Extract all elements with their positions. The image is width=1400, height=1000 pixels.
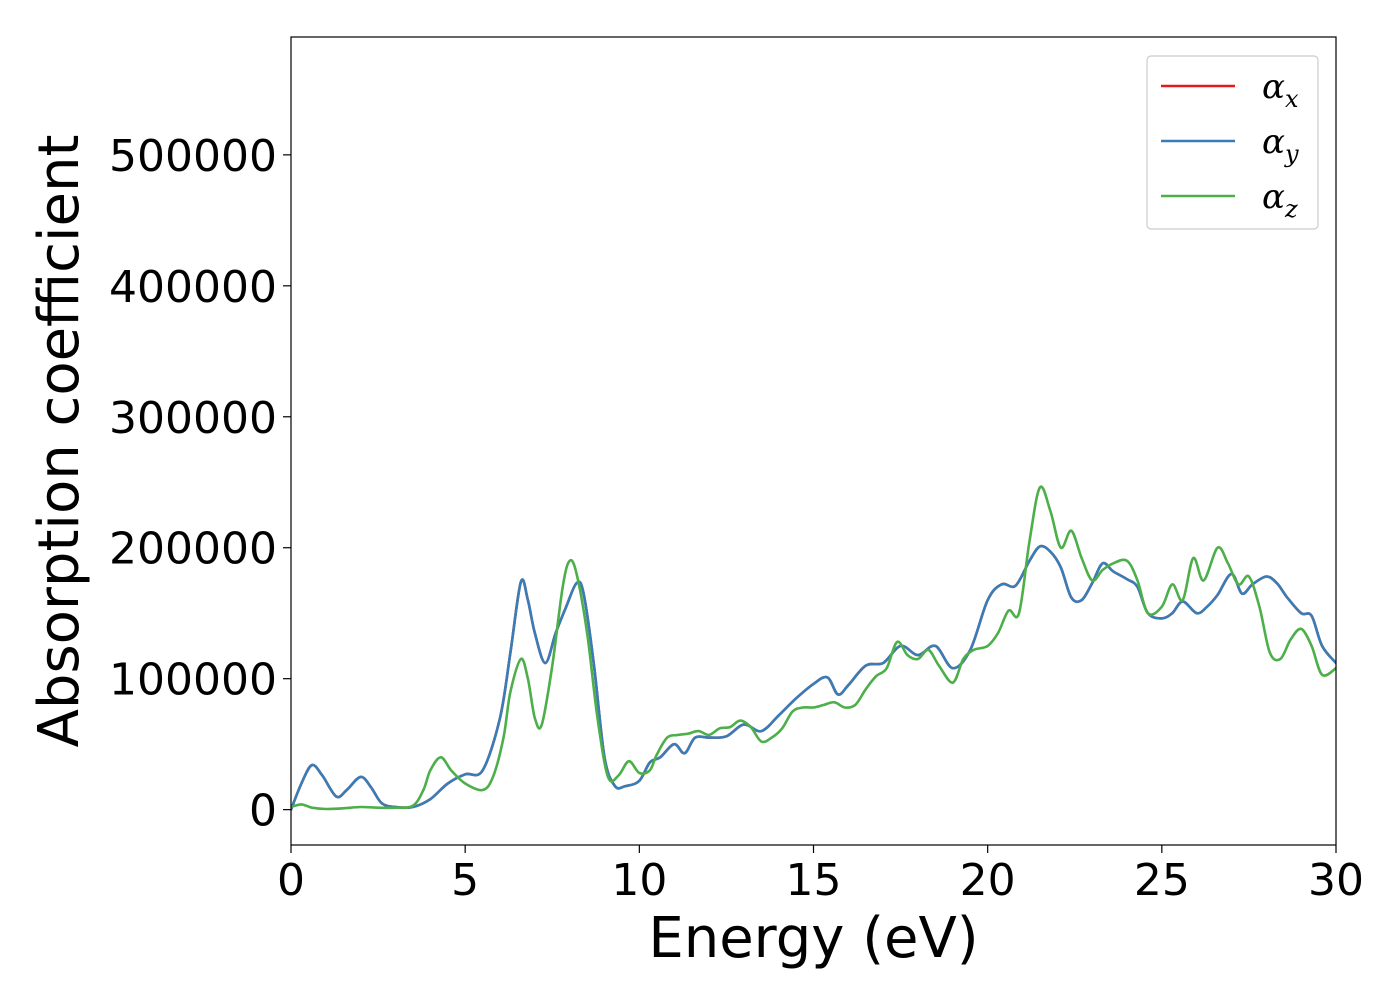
legend: αx αy αz	[1146, 55, 1319, 230]
legend-label-x: αx	[1262, 67, 1299, 113]
series-layer	[291, 485, 1336, 811]
x-tick-label: 20	[960, 855, 1016, 906]
x-tick-label: 5	[451, 855, 479, 906]
y-axis-label: Absorption coefficient	[27, 135, 92, 748]
legend-label-z: αz	[1262, 177, 1298, 223]
x-tick-label: 25	[1134, 855, 1190, 906]
x-axis-label: Energy (eV)	[648, 906, 978, 971]
series-line-y	[291, 544, 1336, 811]
x-axis-ticks: 0 5 10 15 20 25 30	[277, 845, 1364, 906]
legend-box	[1146, 55, 1319, 230]
y-tick-label: 100000	[109, 655, 277, 706]
x-tick-label: 10	[611, 855, 667, 906]
x-tick-label: 30	[1308, 855, 1364, 906]
x-tick-label: 15	[786, 855, 842, 906]
series-line-z	[291, 485, 1336, 811]
x-tick-label: 0	[277, 855, 305, 906]
y-tick-label: 400000	[109, 262, 277, 313]
y-tick-label: 500000	[109, 131, 277, 182]
y-tick-label: 200000	[109, 524, 277, 575]
y-tick-label: 300000	[109, 393, 277, 444]
y-tick-label: 0	[249, 786, 277, 837]
legend-label-y: αy	[1262, 122, 1299, 168]
y-axis-ticks: 0 100000 200000 300000 400000 500000	[109, 131, 291, 837]
